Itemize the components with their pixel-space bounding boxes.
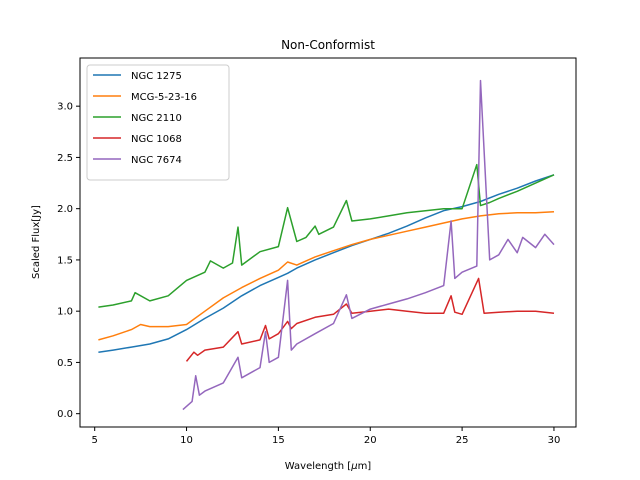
x-tick-label: 20 [364,435,377,446]
x-tick-label: 10 [180,435,193,446]
axes: 5 10 15 20 25 30 0.0 0.5 1.0 1.5 2.0 2.5 3.0 [57,102,560,446]
legend-label: NGC 2110 [131,113,182,124]
legend-box [86,64,230,181]
legend-label: NGC 1068 [131,134,182,145]
y-tick-label: 2.5 [57,153,73,164]
series-line-0 [98,174,555,353]
y-tick-label: 1.0 [57,307,73,318]
y-tick-label: 0.5 [57,358,73,369]
y-axis-label: Scaled Flux[Jy] [31,205,42,279]
y-tick-label: 1.5 [57,255,73,266]
x-tick-label: 15 [272,435,285,446]
series-line-4 [182,79,555,411]
y-tick-label: 2.0 [57,204,73,215]
x-axis-label: Wavelength [μm] [285,461,372,472]
x-axis-label-suffix: m] [358,461,372,472]
series-line-1 [98,211,555,341]
plot-area [98,79,555,411]
x-tick-label: 25 [456,435,469,446]
y-tick-label: 0.0 [57,409,73,420]
legend-label: MCG-5-23-16 [131,92,197,103]
legend-label: NGC 7674 [131,155,182,166]
series-line-2 [98,163,555,308]
legend-label: NGC 1275 [131,71,182,82]
chart-title: Non-Conformist [281,38,375,52]
x-tick-label: 5 [92,435,98,446]
x-axis-label-prefix: Wavelength [ [285,461,351,472]
x-tick-label: 30 [548,435,561,446]
y-tick-label: 3.0 [57,102,73,113]
legend: NGC 1275 MCG-5-23-16 NGC 2110 NGC 1068 NGC 7… [86,64,230,181]
plot-frame [79,57,577,428]
x-axis-label-symbol: μ [350,461,357,472]
